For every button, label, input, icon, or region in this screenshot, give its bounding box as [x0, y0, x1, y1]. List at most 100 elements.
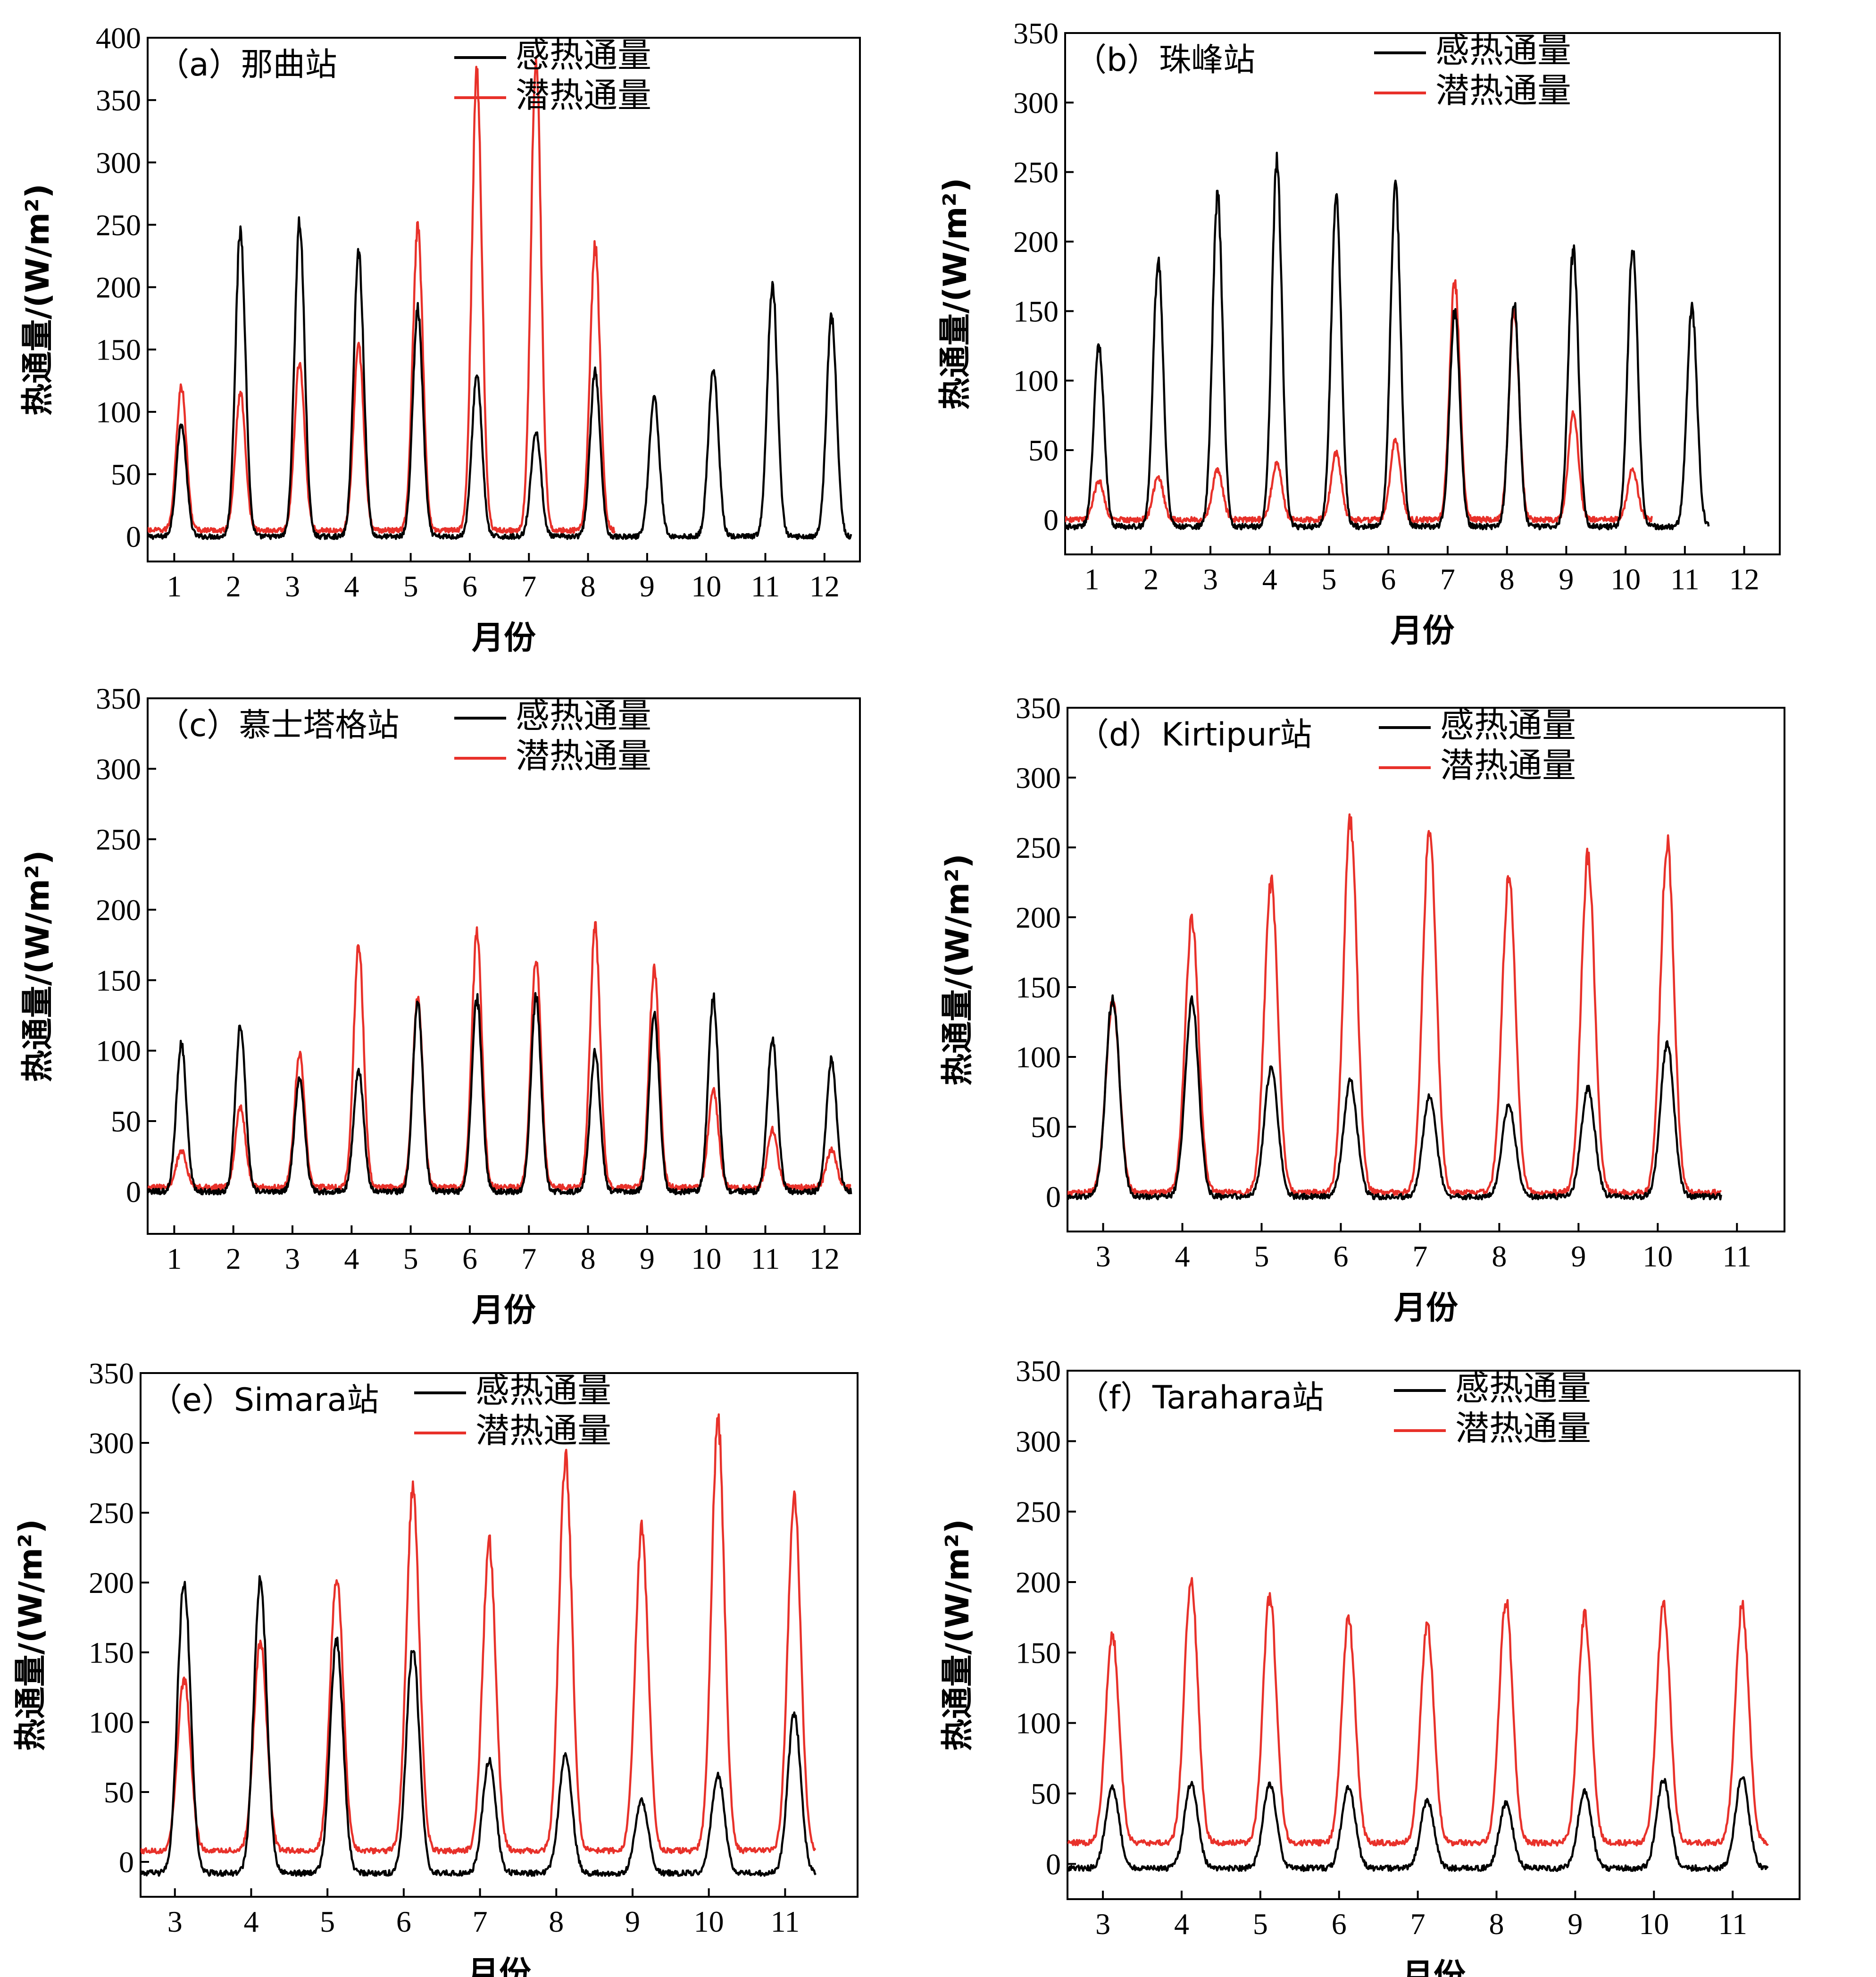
x-tick-label: 11: [751, 570, 780, 603]
latent-heat-line: [1067, 813, 1722, 1197]
y-tick-label: 150: [96, 963, 141, 997]
x-tick-label: 8: [581, 570, 596, 603]
y-tick-label: 0: [1046, 1180, 1061, 1214]
y-tick-label: 0: [126, 520, 141, 553]
legend-label: 感热通量: [1435, 31, 1571, 70]
x-tick-label: 10: [691, 1242, 721, 1275]
sensible-heat-line: [148, 992, 852, 1196]
x-tick-label: 5: [403, 570, 418, 603]
latent-heat-line: [1065, 279, 1653, 524]
legend-label: 感热通量: [516, 696, 651, 736]
y-tick-label: 350: [1016, 1354, 1061, 1388]
y-tick-label: 350: [1016, 691, 1061, 725]
x-tick-label: 11: [751, 1242, 780, 1275]
sensible-heat-line: [141, 1575, 817, 1877]
y-tick-label: 50: [1031, 1777, 1061, 1810]
x-tick-label: 8: [1492, 1240, 1507, 1273]
y-tick-label: 150: [89, 1636, 134, 1669]
x-tick-label: 10: [1639, 1907, 1669, 1941]
x-tick-label: 1: [167, 570, 182, 603]
y-tick-label: 250: [96, 208, 141, 242]
legend-label: 感热通量: [516, 35, 651, 75]
x-tick-label: 6: [1381, 562, 1396, 596]
x-tick-label: 6: [462, 570, 477, 603]
sensible-heat-line: [1065, 151, 1710, 531]
chart-panel-6: 0 50 100 150 200 250 300 350 3 4 5 6 7 8 9 10 11 月份 热通量/(W…: [939, 1354, 1801, 1977]
x-tick-label: 7: [1440, 562, 1455, 596]
y-tick-label: 200: [96, 271, 141, 304]
y-tick-label: 0: [126, 1175, 141, 1208]
y-tick-label: 50: [104, 1776, 134, 1809]
plot-frame: [147, 697, 861, 1235]
y-tick-label: 100: [1016, 1707, 1061, 1740]
x-tick-label: 6: [1332, 1907, 1347, 1941]
y-tick-label: 350: [96, 682, 141, 715]
y-tick-label: 100: [89, 1706, 134, 1739]
sensible-heat-line: [1067, 994, 1722, 1201]
latent-heat-line: [148, 57, 616, 534]
x-tick-label: 4: [344, 570, 359, 603]
x-tick-label: 7: [1410, 1907, 1426, 1941]
x-tick-label: 9: [625, 1905, 640, 1938]
x-tick-label: 9: [640, 570, 655, 603]
x-tick-label: 8: [581, 1242, 596, 1275]
y-tick-label: 150: [1016, 1636, 1061, 1669]
x-tick-label: 11: [1670, 562, 1700, 596]
x-tick-label: 3: [167, 1905, 183, 1938]
x-tick-label: 2: [1143, 562, 1159, 596]
x-tick-label: 12: [1729, 562, 1759, 596]
y-axis-title: 热通量/(W/m²): [939, 1519, 976, 1751]
panel-title: （d）Kirtipur站: [1077, 716, 1312, 754]
y-tick-label: 50: [1028, 434, 1059, 467]
y-tick-label: 150: [1013, 294, 1059, 328]
x-axis-title: 月份: [1394, 1290, 1458, 1327]
x-tick-label: 5: [1254, 1240, 1269, 1273]
x-tick-label: 5: [403, 1242, 418, 1275]
x-tick-label: 11: [771, 1905, 800, 1938]
x-tick-label: 10: [691, 570, 721, 603]
x-tick-label: 7: [473, 1905, 488, 1938]
y-tick-label: 100: [1013, 364, 1059, 398]
y-tick-label: 300: [89, 1426, 134, 1460]
latent-heat-line: [1067, 1577, 1769, 1847]
y-tick-label: 100: [96, 1034, 141, 1068]
x-tick-label: 5: [320, 1905, 335, 1938]
y-tick-label: 250: [96, 823, 141, 856]
x-tick-label: 4: [344, 1242, 359, 1275]
chart-panel-4: 0 50 100 150 200 250 300 350 3 4 5 6 7 8 9 10 11 月份 热通量/(W…: [939, 691, 1785, 1327]
y-tick-label: 200: [1016, 901, 1061, 934]
y-tick-label: 200: [89, 1566, 134, 1600]
y-tick-label: 200: [1013, 225, 1059, 259]
y-tick-label: 100: [96, 395, 141, 429]
y-axis-title: 热通量/(W/m²): [937, 178, 974, 410]
x-tick-label: 8: [1489, 1907, 1504, 1941]
x-tick-label: 10: [1643, 1240, 1673, 1273]
y-tick-label: 350: [96, 84, 141, 117]
x-tick-label: 8: [549, 1905, 564, 1938]
legend-label: 潜热通量: [1455, 1408, 1591, 1448]
x-tick-label: 5: [1253, 1907, 1268, 1941]
legend-label: 感热通量: [475, 1371, 611, 1410]
y-tick-label: 200: [96, 893, 141, 927]
legend-label: 潜热通量: [516, 736, 651, 776]
y-axis-title: 热通量/(W/m²): [12, 1519, 50, 1751]
legend-label: 感热通量: [1440, 705, 1576, 745]
panel-title: （e）Simara站: [150, 1382, 379, 1419]
x-tick-label: 3: [1095, 1907, 1110, 1941]
y-axis-title: 热通量/(W/m²): [939, 854, 976, 1085]
plot-frame: [1064, 32, 1781, 555]
x-tick-label: 5: [1321, 562, 1336, 596]
x-tick-label: 3: [285, 570, 300, 603]
y-tick-label: 400: [96, 21, 141, 55]
x-tick-label: 4: [1175, 1240, 1190, 1273]
x-tick-label: 12: [809, 570, 840, 603]
x-tick-label: 3: [1203, 562, 1218, 596]
x-tick-label: 11: [1722, 1240, 1751, 1273]
x-tick-label: 11: [1718, 1907, 1747, 1941]
y-tick-label: 250: [89, 1496, 134, 1530]
panel-title: （c）慕士塔格站: [157, 707, 399, 744]
x-tick-label: 7: [521, 570, 536, 603]
x-tick-label: 9: [1568, 1907, 1583, 1941]
